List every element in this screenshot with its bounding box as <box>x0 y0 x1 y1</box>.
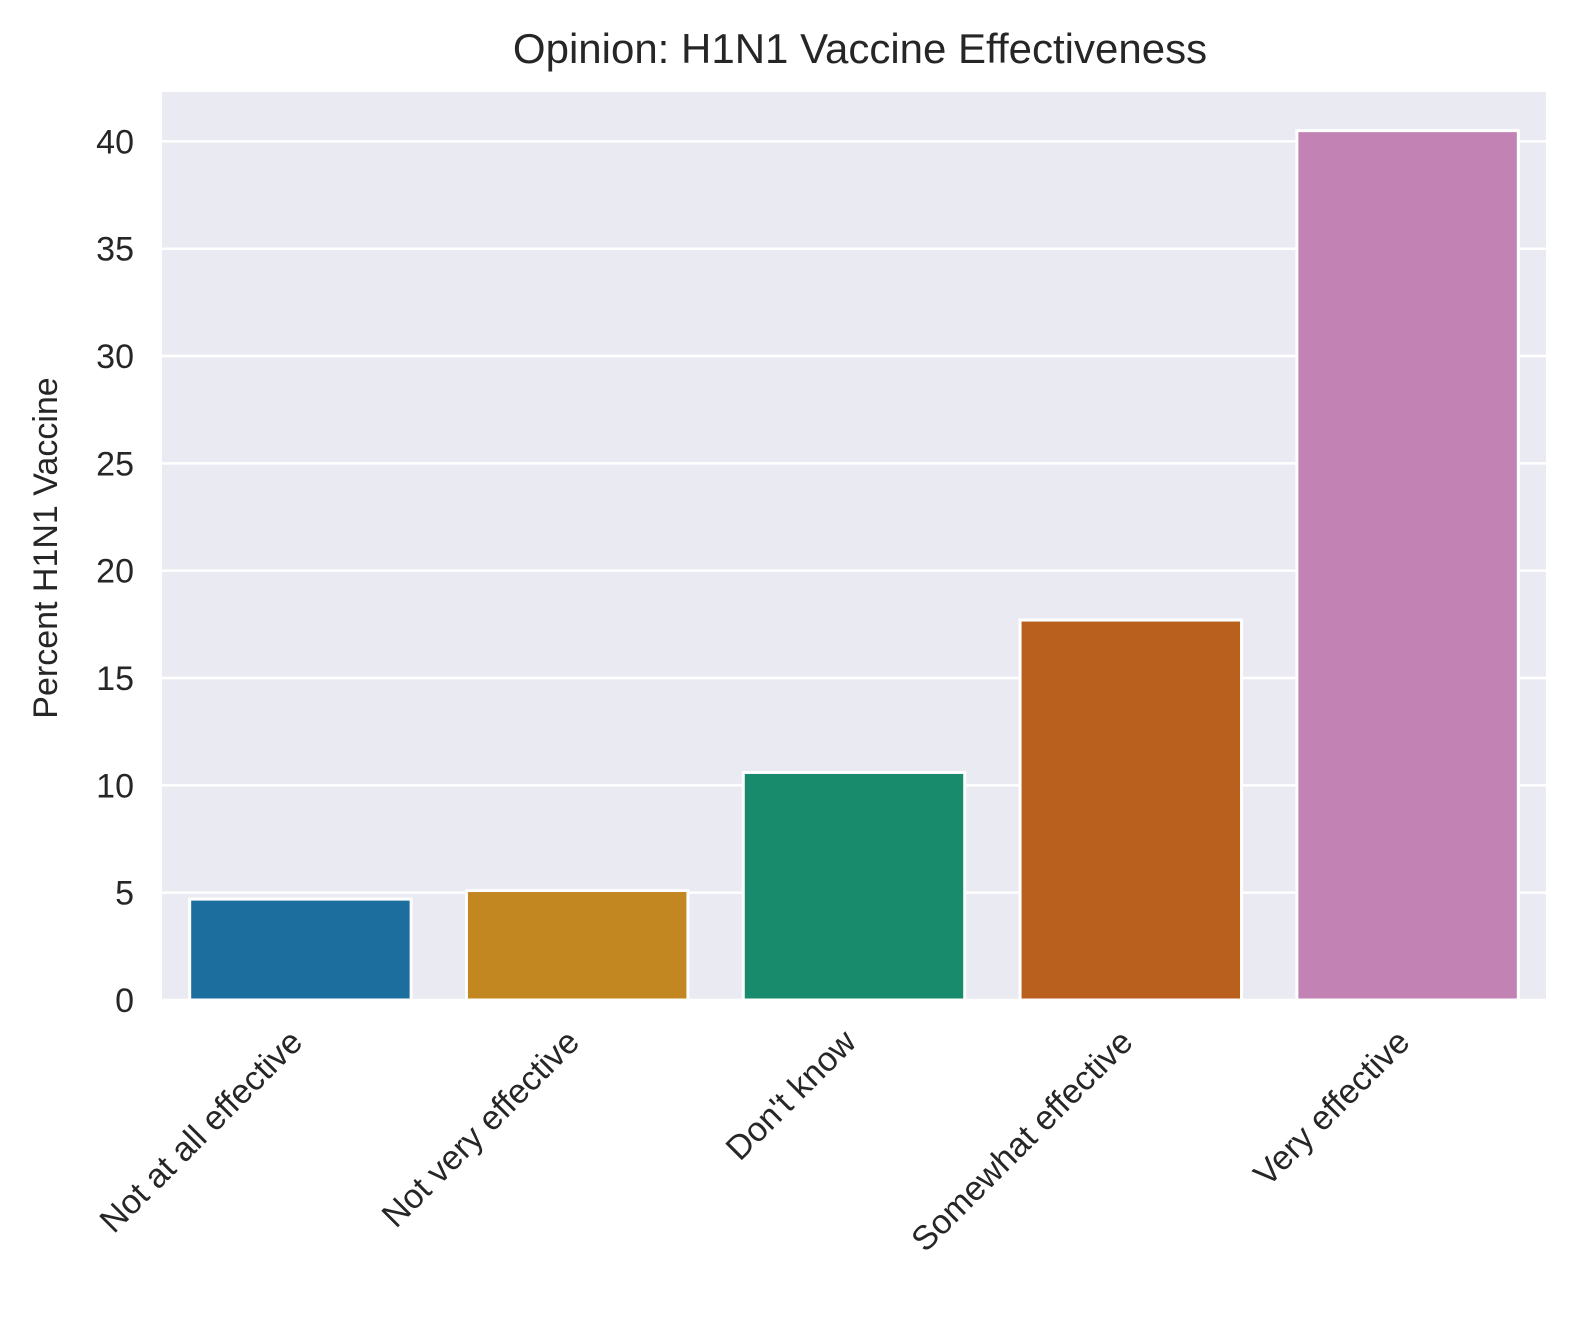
x-tick-label: Not at all effective <box>93 1023 311 1241</box>
y-tick-label: 5 <box>115 875 134 913</box>
y-tick-label: 20 <box>96 553 134 591</box>
y-axis-ticks: 0 5 10 15 20 25 30 35 40 <box>96 123 134 1020</box>
y-tick-label: 15 <box>96 660 134 698</box>
bar <box>741 770 967 1002</box>
y-axis-label: Percent H1N1 Vaccine <box>27 377 65 718</box>
y-tick-label: 30 <box>96 338 134 376</box>
y-tick-label: 35 <box>96 231 134 269</box>
y-tick-label: 10 <box>96 767 134 805</box>
x-tick-label: Not very effective <box>375 1023 587 1235</box>
y-tick-label: 0 <box>115 982 134 1020</box>
x-tick-label: Don't know <box>719 1022 864 1167</box>
bar <box>464 889 690 1002</box>
x-tick-label: Somewhat effective <box>904 1023 1140 1259</box>
x-tick-label: Very effective <box>1246 1023 1417 1194</box>
bar <box>1018 618 1244 1002</box>
chart-title: Opinion: H1N1 Vaccine Effectiveness <box>513 25 1207 72</box>
y-tick-label: 40 <box>96 123 134 161</box>
bars <box>188 129 1520 1002</box>
bar <box>1295 129 1520 1002</box>
y-tick-label: 25 <box>96 445 134 483</box>
bar <box>188 897 413 1002</box>
x-axis-ticks: Not at all effective Not very effective Do… <box>93 1022 1418 1259</box>
